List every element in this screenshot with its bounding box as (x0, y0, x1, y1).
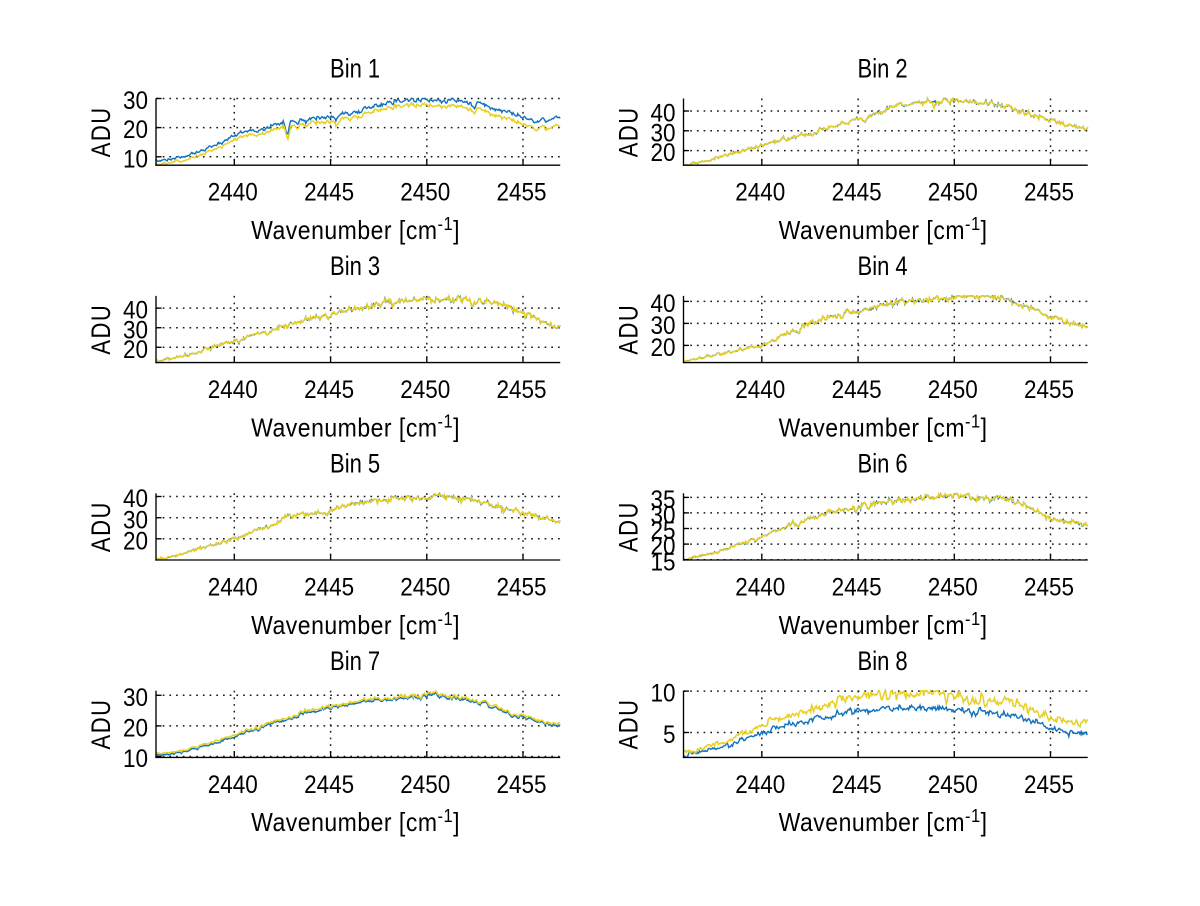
svg-text:2445: 2445 (304, 377, 354, 404)
svg-text:ADU: ADU (614, 304, 643, 355)
svg-text:2440: 2440 (735, 180, 785, 207)
svg-text:2455: 2455 (1024, 180, 1074, 207)
svg-text:Bin 3: Bin 3 (330, 252, 380, 282)
svg-text:35: 35 (650, 487, 675, 514)
svg-text:2440: 2440 (208, 377, 258, 404)
svg-text:ADU: ADU (87, 501, 116, 552)
svg-text:2445: 2445 (304, 772, 354, 799)
svg-text:30: 30 (123, 317, 148, 344)
svg-text:40: 40 (650, 291, 675, 318)
svg-text:20: 20 (123, 716, 148, 743)
svg-text:2440: 2440 (208, 575, 258, 602)
svg-text:Bin 4: Bin 4 (858, 252, 908, 282)
svg-text:2455: 2455 (1024, 377, 1074, 404)
svg-text:2440: 2440 (735, 772, 785, 799)
svg-text:2455: 2455 (1024, 772, 1074, 799)
svg-text:30: 30 (123, 88, 148, 115)
svg-text:10: 10 (123, 746, 148, 773)
svg-text:ADU: ADU (87, 699, 116, 750)
svg-text:Wavenumber [cm-1]: Wavenumber [cm-1] (779, 213, 988, 245)
svg-text:2450: 2450 (400, 575, 450, 602)
svg-text:2440: 2440 (208, 180, 258, 207)
svg-text:Wavenumber [cm-1]: Wavenumber [cm-1] (251, 410, 460, 442)
svg-text:30: 30 (650, 503, 675, 530)
svg-text:25: 25 (650, 518, 675, 545)
svg-text:Wavenumber [cm-1]: Wavenumber [cm-1] (251, 805, 460, 837)
svg-text:20: 20 (123, 117, 148, 144)
svg-text:Wavenumber [cm-1]: Wavenumber [cm-1] (251, 213, 460, 245)
svg-text:2455: 2455 (1024, 575, 1074, 602)
svg-text:2450: 2450 (928, 772, 978, 799)
svg-text:20: 20 (650, 534, 675, 561)
svg-text:ADU: ADU (614, 699, 643, 750)
svg-text:2440: 2440 (208, 772, 258, 799)
svg-text:2445: 2445 (832, 575, 882, 602)
svg-text:2445: 2445 (304, 180, 354, 207)
svg-text:Wavenumber [cm-1]: Wavenumber [cm-1] (779, 805, 988, 837)
svg-text:20: 20 (650, 335, 675, 362)
svg-text:10: 10 (123, 146, 148, 173)
svg-text:Bin 6: Bin 6 (858, 450, 908, 480)
svg-text:ADU: ADU (614, 501, 643, 552)
svg-text:2455: 2455 (496, 772, 546, 799)
svg-text:Wavenumber [cm-1]: Wavenumber [cm-1] (251, 608, 460, 640)
svg-text:Bin 5: Bin 5 (330, 450, 380, 480)
svg-text:40: 40 (123, 298, 148, 325)
svg-text:2450: 2450 (928, 180, 978, 207)
svg-text:Bin 7: Bin 7 (330, 647, 380, 677)
svg-text:2455: 2455 (496, 575, 546, 602)
svg-text:40: 40 (650, 101, 675, 128)
svg-text:2450: 2450 (400, 772, 450, 799)
svg-text:5: 5 (663, 722, 676, 749)
svg-text:Bin 1: Bin 1 (330, 55, 380, 85)
svg-text:2450: 2450 (400, 180, 450, 207)
svg-text:2450: 2450 (928, 575, 978, 602)
svg-text:2445: 2445 (832, 377, 882, 404)
svg-text:Wavenumber [cm-1]: Wavenumber [cm-1] (779, 608, 988, 640)
svg-text:30: 30 (123, 685, 148, 712)
svg-text:30: 30 (650, 313, 675, 340)
svg-text:ADU: ADU (87, 106, 116, 157)
svg-text:40: 40 (123, 486, 148, 513)
svg-text:ADU: ADU (87, 304, 116, 355)
svg-text:Wavenumber [cm-1]: Wavenumber [cm-1] (779, 410, 988, 442)
svg-text:30: 30 (650, 120, 675, 147)
svg-text:2440: 2440 (735, 575, 785, 602)
svg-text:Bin 8: Bin 8 (858, 647, 908, 677)
svg-text:2450: 2450 (400, 377, 450, 404)
svg-text:20: 20 (650, 140, 675, 167)
svg-text:ADU: ADU (614, 106, 643, 157)
svg-text:2445: 2445 (304, 575, 354, 602)
svg-text:2445: 2445 (832, 180, 882, 207)
svg-text:20: 20 (123, 528, 148, 555)
svg-text:10: 10 (650, 681, 675, 708)
svg-text:20: 20 (123, 337, 148, 364)
svg-text:30: 30 (123, 507, 148, 534)
svg-text:15: 15 (650, 549, 675, 576)
svg-text:2455: 2455 (496, 377, 546, 404)
svg-text:2450: 2450 (928, 377, 978, 404)
svg-text:2445: 2445 (832, 772, 882, 799)
svg-text:Bin 2: Bin 2 (858, 55, 908, 85)
svg-text:2455: 2455 (496, 180, 546, 207)
svg-text:2440: 2440 (735, 377, 785, 404)
